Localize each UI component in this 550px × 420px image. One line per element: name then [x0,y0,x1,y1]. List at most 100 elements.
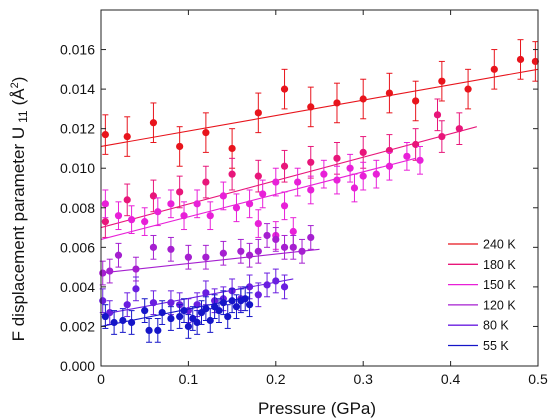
data-point [259,190,267,198]
data-point [158,309,166,317]
data-point [464,85,472,93]
data-point [127,318,136,327]
data-point [219,299,227,307]
data-point [154,208,162,216]
data-point [438,77,446,85]
data-point [149,299,158,307]
data-point [385,89,394,97]
data-point [272,178,280,186]
series-80-k [99,268,294,325]
y-axis-label-unit: (Å [9,88,28,106]
data-point [219,249,227,257]
y-tick-label: 0.000 [60,358,95,374]
data-point [307,233,315,242]
data-point [359,95,367,103]
data-point [333,99,341,107]
data-point [350,184,359,192]
y-tick-label: 0.016 [60,42,95,58]
x-tick-label: 0.2 [266,371,286,387]
data-point [320,170,328,178]
data-point [202,178,210,186]
data-point [219,192,227,200]
data-point [215,307,223,315]
data-point [385,162,394,170]
series-55-k [100,286,254,343]
x-tick-label: 0.4 [441,371,461,387]
data-point [106,267,114,275]
data-point [346,164,354,172]
data-point [272,277,280,285]
y-tick-label: 0.010 [60,160,95,176]
data-point [119,316,127,325]
data-point [245,301,254,309]
data-point [531,57,539,66]
data-point [237,247,245,255]
y-tick-label: 0.014 [60,81,95,97]
data-point [224,312,232,321]
data-point [245,283,254,291]
data-point [254,109,262,117]
legend-label: 55 K [483,339,509,353]
y-tick-label: 0.004 [60,279,95,295]
data-point [254,220,262,228]
data-point [263,281,271,289]
data-point [123,196,131,204]
data-point [280,162,289,170]
data-point [433,111,442,119]
data-point [280,243,289,251]
x-tick-label: 0.5 [528,371,548,387]
data-point [101,218,109,226]
data-point [438,132,446,141]
data-point [280,85,289,93]
data-point [403,152,411,160]
data-point [516,55,525,64]
series-240-k [100,39,539,169]
data-point [412,97,420,105]
data-point [167,200,175,208]
data-point [245,251,254,259]
data-point [294,178,302,186]
data-point [101,200,109,208]
data-point [193,318,201,327]
data-point [232,303,241,311]
x-axis-label: Pressure (GPa) [258,399,376,418]
data-point [167,299,175,307]
data-point [455,125,463,133]
data-point [359,148,367,156]
data-point [101,312,109,321]
data-point [145,326,153,334]
data-point [289,243,297,251]
y-tick-label: 0.006 [60,239,95,255]
data-point [254,247,262,255]
series-120-k [99,223,320,286]
data-point [99,297,107,305]
data-point [307,186,315,194]
data-point [180,307,188,315]
data-point [180,212,188,220]
x-tick-label: 0.1 [179,371,199,387]
data-point [99,269,107,277]
data-point [176,312,184,321]
data-point [110,318,118,327]
data-point [167,314,175,323]
data-point [228,297,236,305]
data-point [372,170,380,178]
data-point [193,200,201,208]
data-point [202,305,210,313]
legend-label: 180 K [483,258,516,272]
data-point [167,245,175,253]
data-point [280,283,289,291]
data-point [280,202,289,210]
data-point [206,212,214,220]
y-axis-label: F displacement parameter U 11 (Å2) [9,77,30,342]
data-point [228,144,236,153]
data-point [149,243,158,251]
legend-label: 120 K [483,298,516,312]
data-point [202,253,210,261]
data-point [149,192,158,200]
data-point [254,172,262,180]
data-point [228,170,236,178]
legend-label: 150 K [483,278,516,292]
data-point [176,188,184,196]
